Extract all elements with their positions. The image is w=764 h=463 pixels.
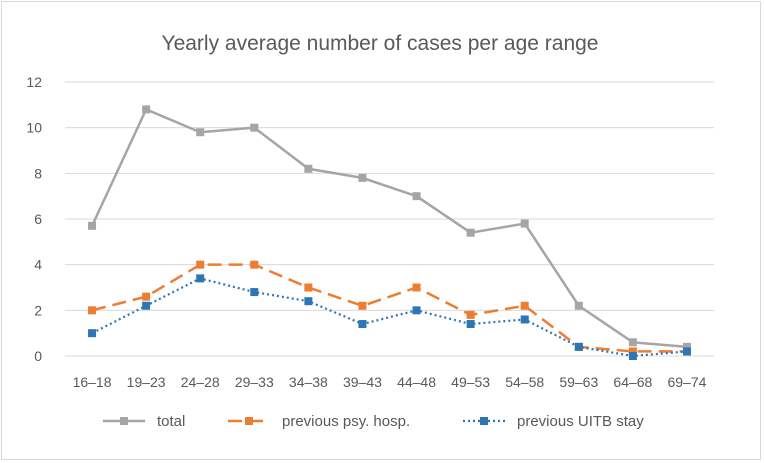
data-point bbox=[250, 288, 259, 297]
data-point bbox=[358, 320, 367, 329]
data-point bbox=[520, 219, 529, 228]
data-point bbox=[628, 338, 637, 347]
x-tick-label: 44–48 bbox=[397, 374, 436, 390]
data-point bbox=[304, 164, 313, 173]
y-tick-label: 2 bbox=[34, 302, 42, 318]
x-tick-label: 34–38 bbox=[289, 374, 328, 390]
x-tick-label: 16–18 bbox=[73, 374, 112, 390]
legend-item: total bbox=[103, 413, 185, 430]
data-point bbox=[412, 306, 421, 315]
legend-marker bbox=[480, 417, 488, 425]
y-axis-ticks: 0 2 4 6 8 10 12 bbox=[26, 74, 42, 364]
y-tick-label: 12 bbox=[26, 74, 42, 90]
x-tick-label: 49–53 bbox=[451, 374, 490, 390]
x-tick-label: 69–74 bbox=[667, 374, 706, 390]
data-point bbox=[574, 301, 583, 310]
data-point bbox=[412, 283, 421, 292]
series-lines bbox=[88, 105, 691, 360]
series-previous-uitb-stay bbox=[88, 274, 691, 360]
y-tick-label: 10 bbox=[26, 120, 42, 136]
legend-label: previous psy. hosp. bbox=[282, 413, 410, 430]
data-point bbox=[466, 228, 475, 237]
legend: total previous psy. hosp. previous UITB st… bbox=[103, 413, 644, 430]
y-tick-label: 4 bbox=[34, 257, 42, 273]
data-point bbox=[196, 260, 205, 269]
data-point bbox=[520, 301, 529, 310]
x-tick-label: 29–33 bbox=[235, 374, 274, 390]
data-point bbox=[142, 292, 151, 301]
legend-label: total bbox=[157, 413, 185, 430]
x-axis-ticks: 16–18 19–23 24–28 29–33 34–38 39–43 44–48 49–53… bbox=[73, 374, 707, 390]
data-point bbox=[628, 352, 637, 360]
data-point bbox=[250, 260, 259, 269]
series-total bbox=[88, 105, 691, 351]
y-tick-label: 0 bbox=[34, 348, 42, 364]
legend-marker bbox=[245, 417, 253, 425]
y-tick-label: 8 bbox=[34, 165, 42, 181]
data-point bbox=[682, 342, 691, 351]
data-point bbox=[574, 342, 583, 351]
data-point bbox=[304, 297, 313, 306]
x-tick-label: 59–63 bbox=[559, 374, 598, 390]
data-point bbox=[304, 283, 313, 292]
data-point bbox=[628, 347, 637, 356]
chart-title: Yearly average number of cases per age r… bbox=[161, 32, 598, 55]
legend-item: previous UITB stay bbox=[463, 413, 644, 430]
legend-marker bbox=[120, 417, 128, 425]
data-point bbox=[466, 320, 475, 329]
x-tick-label: 19–23 bbox=[127, 374, 166, 390]
data-point bbox=[358, 173, 367, 182]
series-line bbox=[91, 263, 687, 353]
data-point bbox=[88, 329, 97, 338]
series-previous-psy-hosp- bbox=[88, 260, 691, 356]
series-line bbox=[91, 277, 688, 358]
y-tick-label: 6 bbox=[34, 211, 42, 227]
data-point bbox=[88, 306, 97, 315]
data-point bbox=[250, 123, 259, 132]
data-point bbox=[466, 310, 475, 319]
x-tick-label: 64–68 bbox=[613, 374, 652, 390]
data-point bbox=[88, 221, 97, 230]
data-point bbox=[520, 315, 529, 324]
data-point bbox=[682, 347, 691, 356]
data-point bbox=[412, 192, 421, 201]
legend-label: previous UITB stay bbox=[517, 413, 644, 430]
x-tick-label: 39–43 bbox=[343, 374, 382, 390]
x-tick-label: 24–28 bbox=[181, 374, 220, 390]
grid-lines bbox=[65, 81, 714, 357]
data-point bbox=[196, 274, 205, 283]
data-point bbox=[142, 301, 151, 310]
legend-item: previous psy. hosp. bbox=[228, 413, 410, 430]
data-point bbox=[358, 301, 367, 310]
data-point bbox=[142, 105, 151, 114]
data-point bbox=[196, 128, 205, 137]
series-line bbox=[90, 108, 688, 349]
x-tick-label: 54–58 bbox=[505, 374, 544, 390]
